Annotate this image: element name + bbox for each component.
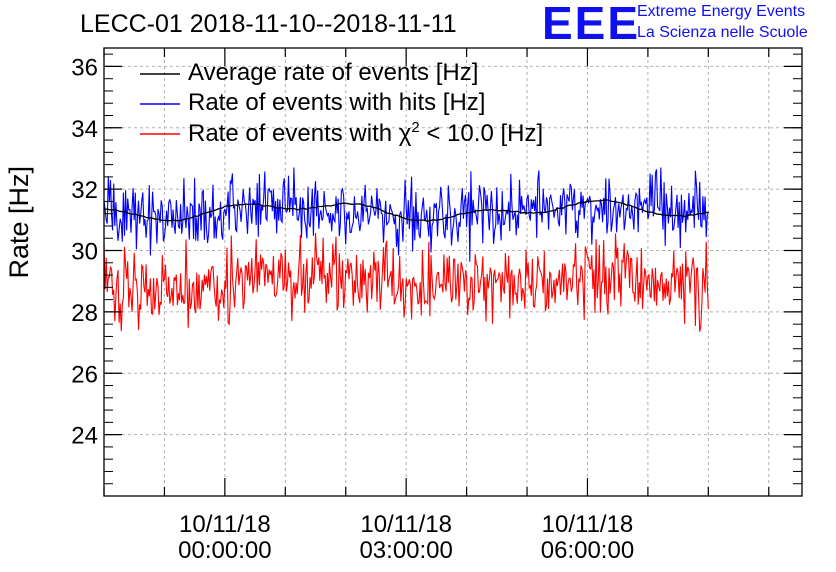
x-tick-label-time: 00:00:00 xyxy=(178,537,271,564)
series-line-1 xyxy=(103,167,709,262)
legend-chi2-suffix: < 10.0 [Hz] xyxy=(419,120,544,147)
legend-hits: Rate of events with hits [Hz] xyxy=(188,89,486,116)
chi-superscript: 2 xyxy=(411,119,420,136)
y-tick-label: 30 xyxy=(71,239,98,266)
chi-symbol: χ xyxy=(398,120,412,147)
x-tick-label-date: 10/11/18 xyxy=(360,511,452,538)
plot-frame xyxy=(103,47,803,497)
legend-average: Average rate of events [Hz] xyxy=(188,59,479,86)
y-tick-label: 32 xyxy=(71,177,98,204)
legend-chi2: Rate of events with χ2 < 10.0 [Hz] xyxy=(188,119,543,148)
x-tick-label-time: 03:00:00 xyxy=(359,537,452,564)
x-tick-label-date: 10/11/18 xyxy=(179,511,271,538)
y-tick-label: 36 xyxy=(71,54,98,81)
series-line-0 xyxy=(103,199,709,222)
logo-line2: La Scienza nelle Scuole xyxy=(637,24,808,41)
series-line-2 xyxy=(103,232,709,332)
legend-chi2-prefix: Rate of events with xyxy=(188,120,399,147)
y-tick-label: 28 xyxy=(71,300,98,327)
y-axis-label: Rate [Hz] xyxy=(4,166,34,279)
y-tick-label: 34 xyxy=(71,116,98,143)
series-layer xyxy=(103,167,709,332)
axis-ticks xyxy=(103,48,802,497)
eee-logo: EEE xyxy=(542,0,641,49)
y-tick-label: 26 xyxy=(71,361,98,388)
chart-title: LECC-01 2018-11-10--2018-11-11 xyxy=(80,10,457,38)
legend-lines xyxy=(140,73,180,135)
x-tick-label-date: 10/11/18 xyxy=(542,511,634,538)
x-tick-label-time: 06:00:00 xyxy=(541,537,634,564)
y-tick-label: 24 xyxy=(71,423,98,450)
logo-line1: Extreme Energy Events xyxy=(637,3,806,20)
